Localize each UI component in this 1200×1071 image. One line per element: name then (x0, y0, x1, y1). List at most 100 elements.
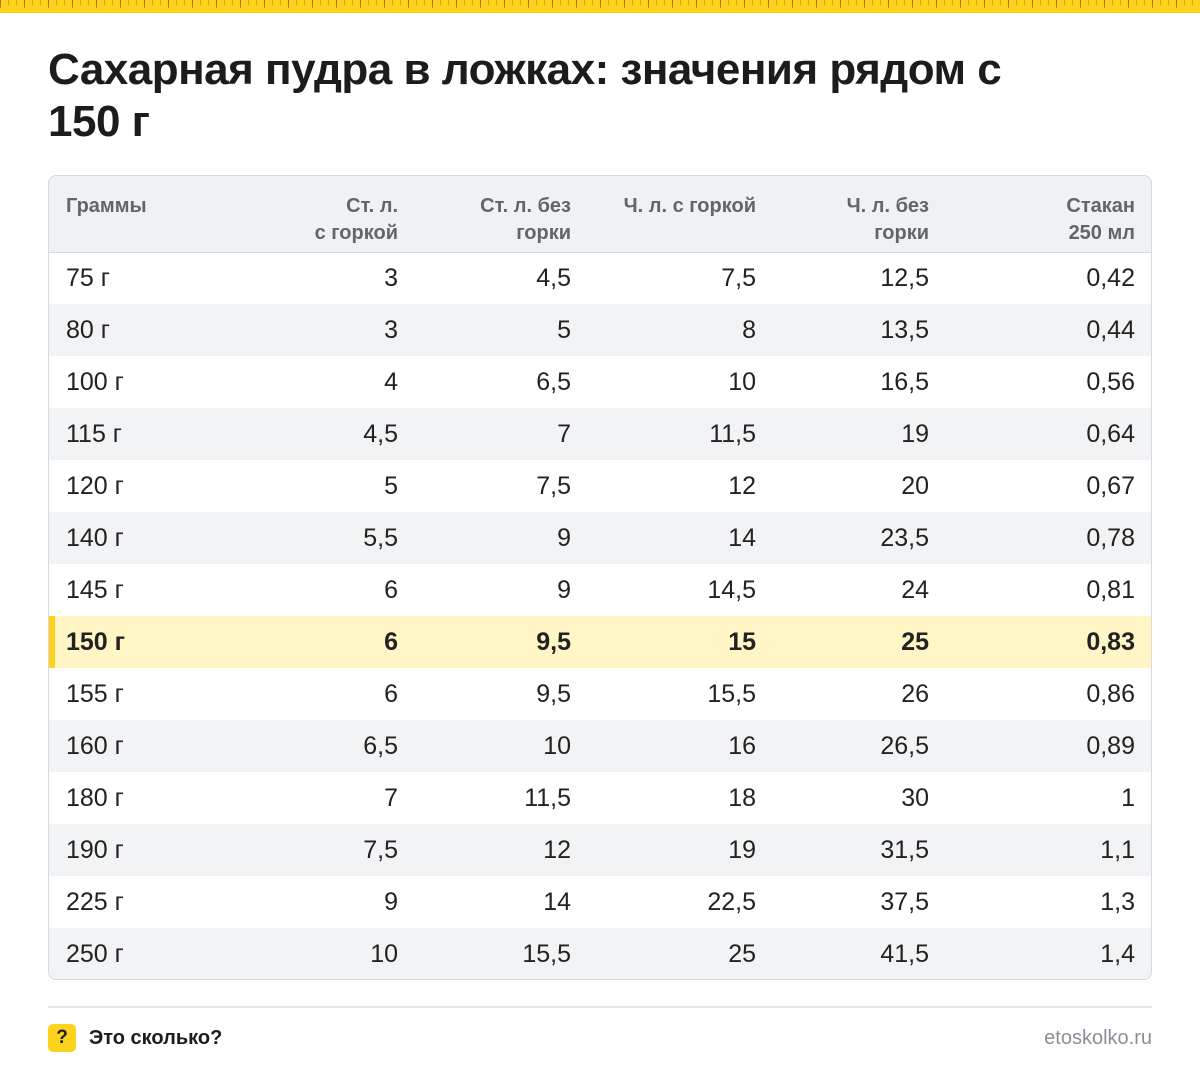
value-cell: 4,5 (536, 263, 571, 292)
value-cell: 0,89 (1086, 731, 1135, 760)
grams-cell: 75 г (66, 263, 110, 292)
brand-name: Это сколько? (89, 1027, 223, 1049)
value-cell: 3 (384, 315, 398, 344)
value-cell: 26 (901, 679, 929, 708)
table-row: 190 г 7,5 12 19 31,5 1,1 (49, 824, 1151, 876)
value-cell: 0,86 (1086, 679, 1135, 708)
grams-cell: 100 г (66, 367, 124, 396)
table-row: 225 г 9 14 22,5 37,5 1,3 (49, 876, 1151, 928)
value-cell: 14,5 (707, 575, 756, 604)
value-cell: 24 (901, 575, 929, 604)
conversion-table: Граммы Ст. л. с горкой Ст. л. без горки Ч. л.… (49, 176, 1151, 979)
value-cell: 0,42 (1086, 263, 1135, 292)
footer-divider (48, 1006, 1152, 1008)
value-cell: 0,44 (1086, 315, 1135, 344)
value-cell: 10 (370, 939, 398, 968)
value-cell: 1 (1121, 783, 1135, 812)
value-cell: 41,5 (880, 939, 929, 968)
table-header-row: Граммы Ст. л. с горкой Ст. л. без горки Ч. л.… (49, 176, 1151, 253)
value-cell: 12 (543, 835, 571, 864)
value-cell: 13,5 (880, 315, 929, 344)
grams-cell: 250 г (66, 939, 124, 968)
value-cell: 26,5 (880, 731, 929, 760)
table-row: 160 г 6,5 10 16 26,5 0,89 (49, 720, 1151, 772)
grams-cell: 115 г (66, 419, 122, 448)
value-cell: 18 (728, 783, 756, 812)
value-cell: 9 (557, 575, 571, 604)
column-header: Ст. л. с горкой (209, 176, 416, 253)
grams-cell: 145 г (66, 575, 124, 604)
column-header: Стакан 250 мл (947, 176, 1151, 253)
column-header: Ч. л. с горкой (589, 176, 774, 253)
value-cell: 25 (901, 627, 929, 656)
value-cell: 22,5 (707, 887, 756, 916)
value-cell: 12,5 (880, 263, 929, 292)
grams-cell: 225 г (66, 887, 124, 916)
value-cell: 6 (384, 627, 398, 656)
table-row: 250 г 10 15,5 25 41,5 1,4 (49, 928, 1151, 979)
value-cell: 5,5 (363, 523, 398, 552)
value-cell: 7 (557, 419, 571, 448)
value-cell: 16,5 (880, 367, 929, 396)
column-header: Ст. л. без горки (416, 176, 589, 253)
column-header-line: горки (874, 222, 929, 244)
table-body: 75 г 3 4,5 7,5 12,5 0,42 80 г 3 5 8 13,5 0,44 100 г 4… (49, 252, 1151, 979)
value-cell: 11,5 (524, 783, 571, 812)
value-cell: 23,5 (880, 523, 929, 552)
column-header-line: 250 мл (1068, 222, 1135, 244)
value-cell: 16 (728, 731, 756, 760)
ruler-decoration (0, 0, 1200, 13)
grams-cell: 160 г (66, 731, 124, 760)
value-cell: 4,5 (363, 419, 398, 448)
table-row: 145 г 6 9 14,5 24 0,81 (49, 564, 1151, 616)
grams-cell: 80 г (66, 315, 110, 344)
value-cell: 0,78 (1086, 523, 1135, 552)
value-cell: 12 (728, 471, 756, 500)
site-url[interactable]: etoskolko.ru (1044, 1027, 1152, 1049)
value-cell: 10 (543, 731, 571, 760)
table-row: 100 г 4 6,5 10 16,5 0,56 (49, 356, 1151, 408)
value-cell: 6,5 (536, 367, 571, 396)
value-cell: 25 (728, 939, 756, 968)
value-cell: 14 (543, 887, 571, 916)
value-cell: 5 (384, 471, 398, 500)
table-row: 120 г 5 7,5 12 20 0,67 (49, 460, 1151, 512)
value-cell: 15,5 (522, 939, 571, 968)
column-header-line: Стакан (1066, 195, 1135, 217)
grams-cell: 190 г (66, 835, 124, 864)
question-mark-icon: ? (48, 1024, 76, 1052)
grams-cell: 150 г (49, 616, 209, 668)
value-cell: 11,5 (709, 419, 756, 448)
value-cell: 7,5 (721, 263, 756, 292)
value-cell: 15 (728, 627, 756, 656)
value-cell: 8 (742, 315, 756, 344)
page-title: Сахарная пудра в ложках: значения рядом … (48, 45, 1002, 146)
table-row: 155 г 6 9,5 15,5 26 0,86 (49, 668, 1151, 720)
conversion-table-card: Граммы Ст. л. с горкой Ст. л. без горки Ч. л.… (48, 175, 1152, 980)
grams-cell: 140 г (66, 523, 124, 552)
value-cell: 10 (728, 367, 756, 396)
value-cell: 0,64 (1086, 419, 1135, 448)
table-row: 80 г 3 5 8 13,5 0,44 (49, 304, 1151, 356)
value-cell: 7 (384, 783, 398, 812)
value-cell: 20 (901, 471, 929, 500)
value-cell: 9,5 (536, 679, 571, 708)
column-header-line: с горкой (314, 222, 398, 244)
value-cell: 0,56 (1086, 367, 1135, 396)
grams-cell: 120 г (66, 471, 124, 500)
value-cell: 4 (384, 367, 398, 396)
column-header-line: Граммы (66, 195, 147, 217)
column-header-line: горки (516, 222, 571, 244)
column-header-line: Ч. л. без (846, 195, 929, 217)
table-row: 115 г 4,5 7 11,5 19 0,64 (49, 408, 1151, 460)
value-cell: 6 (384, 679, 398, 708)
value-cell: 31,5 (880, 835, 929, 864)
value-cell: 0,83 (1086, 627, 1135, 656)
grams-cell: 155 г (66, 679, 124, 708)
value-cell: 0,67 (1086, 471, 1135, 500)
value-cell: 0,81 (1086, 575, 1135, 604)
value-cell: 6,5 (363, 731, 398, 760)
table-row: 75 г 3 4,5 7,5 12,5 0,42 (49, 252, 1151, 304)
table-row-highlighted: 150 г 6 9,5 15 25 0,83 (49, 616, 1151, 668)
value-cell: 19 (901, 419, 929, 448)
